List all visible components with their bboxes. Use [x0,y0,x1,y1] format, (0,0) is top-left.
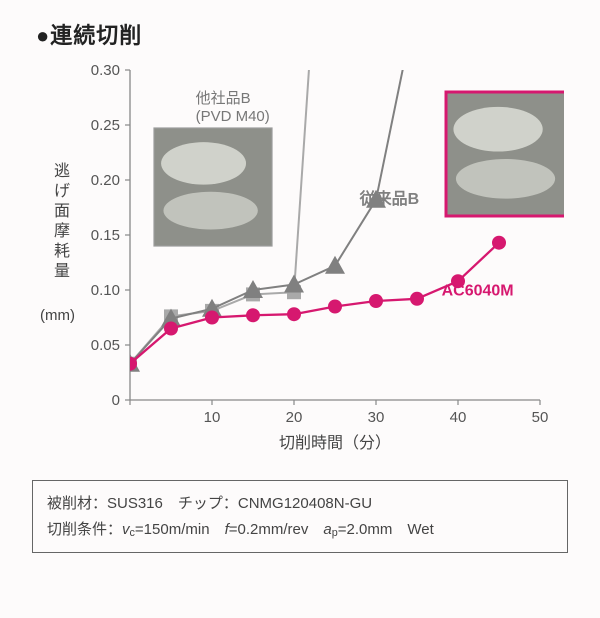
inset-left [154,128,272,246]
svg-text:50: 50 [532,409,549,426]
svg-text:他社品B: 他社品B [196,90,251,107]
svg-text:耗: 耗 [54,242,70,260]
svg-text:0.10: 0.10 [91,282,120,299]
svg-text:10: 10 [204,409,221,426]
wear-chart: 0 0.05 0.10 0.15 0.20 0.25 0.30 10 20 30 40 50 逃げ面摩耗… [36,58,564,468]
svg-text:量: 量 [54,263,70,280]
svg-text:げ: げ [54,182,70,200]
inset-right [446,92,564,216]
section-title: ●連続切削 [36,18,600,50]
svg-text:0.05: 0.05 [91,337,120,354]
svg-text:40: 40 [450,409,467,426]
svg-text:0: 0 [112,392,120,409]
svg-text:20: 20 [286,409,303,426]
svg-text:摩: 摩 [54,222,70,240]
svg-text:(PVD M40): (PVD M40) [196,108,270,125]
svg-text:0.25: 0.25 [91,117,120,134]
svg-text:面: 面 [54,203,70,220]
svg-text:従来品B: 従来品B [359,189,420,208]
svg-text:0.30: 0.30 [91,62,120,79]
svg-text:0.15: 0.15 [91,227,120,244]
svg-text:逃: 逃 [54,162,70,180]
svg-text:30: 30 [368,409,385,426]
svg-text:切削時間（分）: 切削時間（分） [279,434,391,452]
svg-text:0.20: 0.20 [91,172,120,189]
chart-container: 0 0.05 0.10 0.15 0.20 0.25 0.30 10 20 30 40 50 逃げ面摩耗… [36,58,564,468]
conditions-line2: 切削条件：vc=150m/min f=0.2mm/rev ap=2.0mm We… [47,517,553,543]
svg-text:(mm): (mm) [40,307,75,324]
conditions-line1: 被削材：SUS316 チップ：CNMG120408N-GU [47,491,553,517]
svg-text:AC6040M: AC6040M [442,283,514,300]
conditions-box: 被削材：SUS316 チップ：CNMG120408N-GU 切削条件：vc=15… [32,480,568,553]
